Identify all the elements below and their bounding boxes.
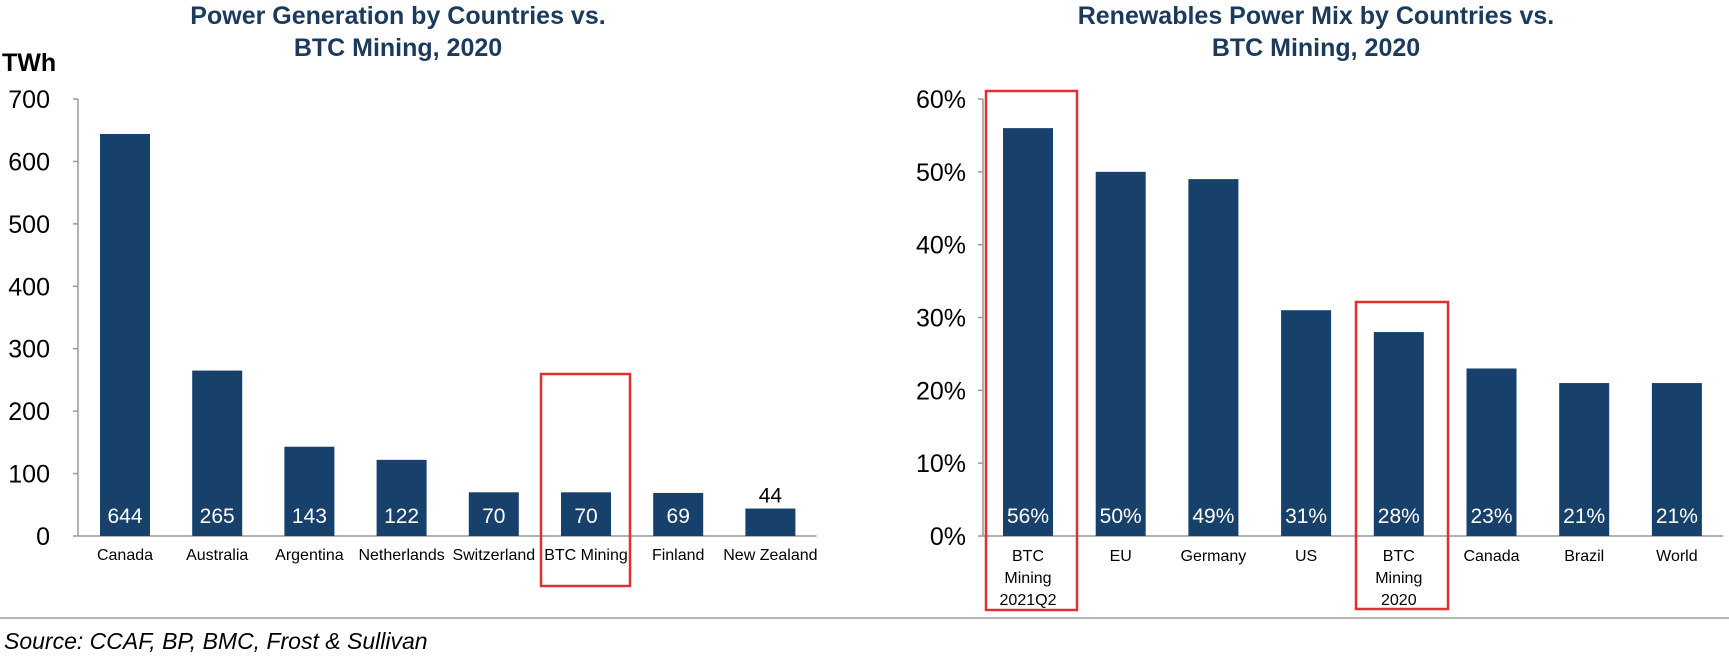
bar (100, 133, 150, 536)
x-tick-label: Brazil (1564, 548, 1604, 565)
highlight-box (539, 372, 632, 588)
x-tick-label: Canada (1463, 548, 1519, 565)
bar-value-label: 23% (1470, 505, 1512, 528)
bar (1095, 171, 1146, 537)
x-tick-label: Switzerland (452, 547, 535, 564)
highlight-box (984, 89, 1079, 612)
x-tick-label: BTC Mining (544, 547, 628, 564)
y-tick-label: 200 (8, 398, 50, 426)
x-tick-label: Canada (97, 547, 153, 564)
y-tick-label: 50% (916, 159, 966, 187)
bar-value-label: 69 (667, 505, 690, 528)
bar (653, 492, 704, 536)
bar-value-label: 265 (200, 505, 235, 528)
x-tick-label: BTC (1383, 548, 1415, 565)
source-note: Source: CCAF, BP, BMC, Frost & Sullivan (4, 628, 428, 654)
bar (376, 459, 427, 536)
x-tick-label: EU (1110, 548, 1132, 565)
bar-value-label: 122 (384, 505, 419, 528)
y-tick-label: 20% (916, 377, 966, 405)
chart-title-line: BTC Mining, 2020 (1212, 34, 1420, 62)
highlight-box (1354, 300, 1450, 611)
y-tick-label: 40% (916, 232, 966, 260)
bar (468, 492, 519, 536)
bar-value-label: 49% (1192, 505, 1234, 528)
bar-value-label: 143 (292, 505, 327, 528)
x-tick-label: 2020 (1381, 592, 1417, 609)
bar (1559, 383, 1610, 536)
y-tick-label: 30% (916, 305, 966, 333)
x-tick-label: World (1656, 548, 1698, 565)
bar-value-label: 21% (1656, 505, 1698, 528)
bar (192, 370, 243, 536)
x-tick-label: Germany (1181, 548, 1247, 565)
bar-value-label: 21% (1563, 505, 1605, 528)
chart-title-line: BTC Mining, 2020 (294, 34, 502, 62)
y-tick-label: 400 (8, 273, 50, 301)
x-tick-label: Finland (652, 547, 704, 564)
y-tick-label: 0 (36, 523, 50, 551)
power-generation-chart: Power Generation by Countries vs. BTC Min… (2, 2, 818, 588)
y-tick-label: 60% (916, 86, 966, 114)
chart-title-line: Renewables Power Mix by Countries vs. (1078, 2, 1555, 30)
bar-value-label: 31% (1285, 505, 1327, 528)
bar-value-label: 644 (107, 505, 142, 528)
x-tick-label: Argentina (275, 547, 344, 564)
renewables-mix-chart: Renewables Power Mix by Countries vs. BTC… (916, 2, 1724, 612)
bar-value-label: 28% (1378, 505, 1420, 528)
x-tick-label: Netherlands (358, 547, 444, 564)
bar-value-label: 70 (482, 505, 505, 528)
y-tick-label: 10% (916, 450, 966, 478)
unit-label: TWh (2, 49, 56, 77)
x-tick-label: Australia (186, 547, 248, 564)
bar (1373, 332, 1424, 536)
bar-value-label: 44 (759, 485, 783, 508)
bar-value-label: 50% (1100, 505, 1142, 528)
bar (1651, 383, 1702, 536)
bar-value-label: 70 (574, 505, 597, 528)
y-tick-label: 0% (930, 523, 966, 551)
bar (1281, 310, 1332, 536)
bar (561, 492, 611, 536)
x-tick-label: Mining (1004, 570, 1051, 587)
y-tick-label: 600 (8, 148, 50, 176)
x-tick-label: Mining (1375, 570, 1422, 587)
y-tick-label: 100 (8, 461, 50, 489)
bar (284, 446, 335, 536)
y-tick-label: 300 (8, 336, 50, 364)
bar (1188, 179, 1239, 536)
x-tick-label: 2021Q2 (1000, 592, 1057, 609)
x-tick-label: US (1295, 548, 1317, 565)
bar (1466, 368, 1517, 536)
bar (745, 508, 796, 536)
x-tick-label: New Zealand (723, 547, 817, 564)
y-tick-label: 500 (8, 211, 50, 239)
x-tick-label: BTC (1012, 548, 1044, 565)
bar-value-label: 56% (1007, 505, 1049, 528)
chart-title-line: Power Generation by Countries vs. (190, 2, 605, 30)
bar (1003, 128, 1053, 536)
y-tick-label: 700 (8, 86, 50, 114)
